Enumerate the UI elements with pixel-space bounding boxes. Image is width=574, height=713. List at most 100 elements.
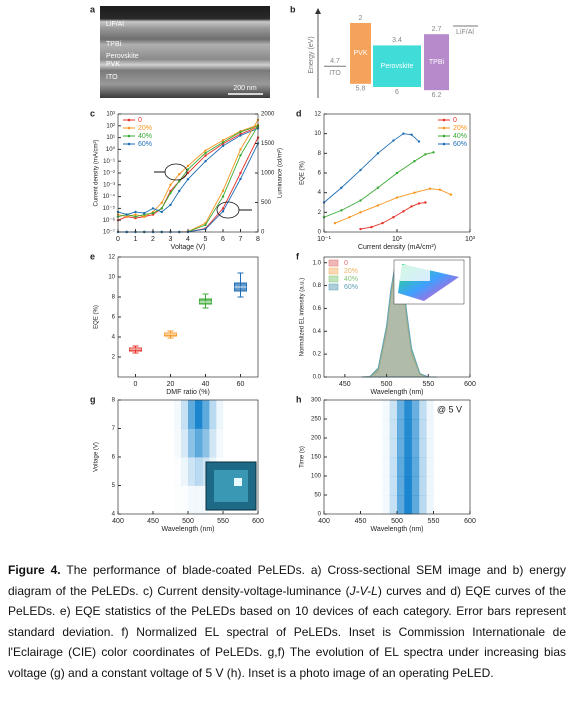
legend-label: 40% <box>453 133 467 140</box>
x-axis-label: Current density (mA/cm²) <box>358 244 436 251</box>
panel-label: d <box>296 108 302 118</box>
data-point <box>417 202 421 205</box>
x-tick-label: 10³ <box>465 236 476 243</box>
layer-label: Perovskite <box>106 53 139 60</box>
y-tick-label: 10⁻⁷ <box>103 229 115 236</box>
data-point <box>376 204 380 207</box>
axis-arrow <box>315 8 321 14</box>
data-point <box>392 216 395 219</box>
legend-swatch <box>328 259 339 267</box>
data-point <box>143 215 146 218</box>
box <box>199 298 212 305</box>
heatmap-cell <box>426 438 434 458</box>
heatmap-cell <box>382 400 390 420</box>
x-tick-label: 5 <box>204 236 208 243</box>
x-axis-label: Wavelength (nm) <box>370 389 423 396</box>
data-point <box>410 205 413 208</box>
data-point <box>428 187 432 190</box>
data-point <box>221 139 225 142</box>
data-point <box>413 160 416 163</box>
y-axis-label: Normalized EL intensity (a.u.) <box>300 278 306 356</box>
data-point <box>204 160 207 163</box>
heatmap-cell <box>389 476 398 496</box>
data-point <box>125 215 128 218</box>
y2-tick-label: 1000 <box>261 171 275 177</box>
panel-label: e <box>90 251 95 261</box>
data-point <box>333 221 337 225</box>
y-tick-label: 300 <box>311 398 322 404</box>
data-point <box>402 210 405 213</box>
caption: Figure 4. The performance of blade-coate… <box>8 560 566 684</box>
x-tick-label: 500 <box>182 518 194 525</box>
data-point <box>160 201 163 204</box>
heatmap-cell <box>426 400 434 420</box>
y-tick-label: 2 <box>112 355 116 361</box>
x-tick-label: 500 <box>381 381 393 388</box>
legend-swatch <box>328 275 339 283</box>
y-tick-label: 10⁻⁴ <box>103 193 116 200</box>
x-tick-label: 1 <box>134 236 138 243</box>
legend-label: 0 <box>138 117 142 124</box>
heatmap-cell <box>195 485 203 515</box>
x-tick-label: 550 <box>428 518 440 525</box>
data-point <box>413 191 416 194</box>
heatmap-cell <box>389 438 398 458</box>
data-point <box>239 154 242 157</box>
device-photo-pixel <box>234 478 242 486</box>
x-tick-label: 3 <box>169 236 173 243</box>
heatmap-cell <box>411 495 420 515</box>
y-tick-label: 0.8 <box>313 283 322 289</box>
energy-band <box>350 23 371 84</box>
band-name: PVK <box>353 50 367 57</box>
heatmap-cell <box>397 457 405 477</box>
heatmap-cell <box>418 438 427 458</box>
heatmap-cell <box>404 476 412 496</box>
data-point <box>424 153 427 156</box>
data-point <box>134 210 137 214</box>
heatmap-cell <box>397 419 405 439</box>
heatmap-cell <box>382 438 390 458</box>
legend-marker <box>127 134 131 138</box>
y-tick-label: 0 <box>318 230 322 236</box>
heatmap-cell <box>174 428 182 458</box>
data-point <box>204 223 207 227</box>
heatmap-cell <box>202 400 210 429</box>
y-tick-label: 10 <box>108 275 115 281</box>
y-axis-label: Current density (mA/cm²) <box>94 139 100 206</box>
y-tick-label: 6 <box>112 455 116 461</box>
device-photo <box>205 461 257 511</box>
data-point <box>221 210 225 213</box>
data-point <box>186 168 190 171</box>
callout <box>216 201 240 219</box>
heatmap-cell <box>181 428 189 458</box>
data-point <box>186 171 190 175</box>
x-tick-label: 0 <box>116 236 120 243</box>
legend-marker <box>127 118 131 122</box>
y-tick-label: 10⁻² <box>103 171 115 177</box>
level-name: ITO <box>329 70 341 77</box>
heatmap-cell <box>188 400 196 429</box>
heatmap-cell <box>411 438 420 458</box>
panel-label: b <box>290 4 296 14</box>
contact-name: LiF/Al <box>456 29 474 36</box>
data-point <box>376 152 380 155</box>
heatmap-cell <box>397 495 405 515</box>
band-name: TPBi <box>429 59 445 66</box>
homo-value: 6 <box>395 89 399 96</box>
y-tick-label: 10¹ <box>106 135 115 141</box>
legend-label: 0 <box>344 260 348 267</box>
device-photo-glow <box>214 470 248 502</box>
panel-label: f <box>296 251 300 261</box>
lumo-value: 2 <box>359 15 363 22</box>
data-point <box>186 177 190 181</box>
legend-label: 0 <box>453 117 457 124</box>
y-tick-label: 100 <box>311 474 322 480</box>
y-tick-label: 10³ <box>106 112 115 118</box>
level-value: 4.7 <box>330 58 340 65</box>
heatmap-cell <box>209 428 217 458</box>
data-point <box>359 168 362 172</box>
layer-label: ITO <box>106 74 118 81</box>
heatmap-cell <box>216 428 224 458</box>
x-tick-label: 8 <box>256 236 260 243</box>
x-tick-label: 7 <box>239 236 243 243</box>
